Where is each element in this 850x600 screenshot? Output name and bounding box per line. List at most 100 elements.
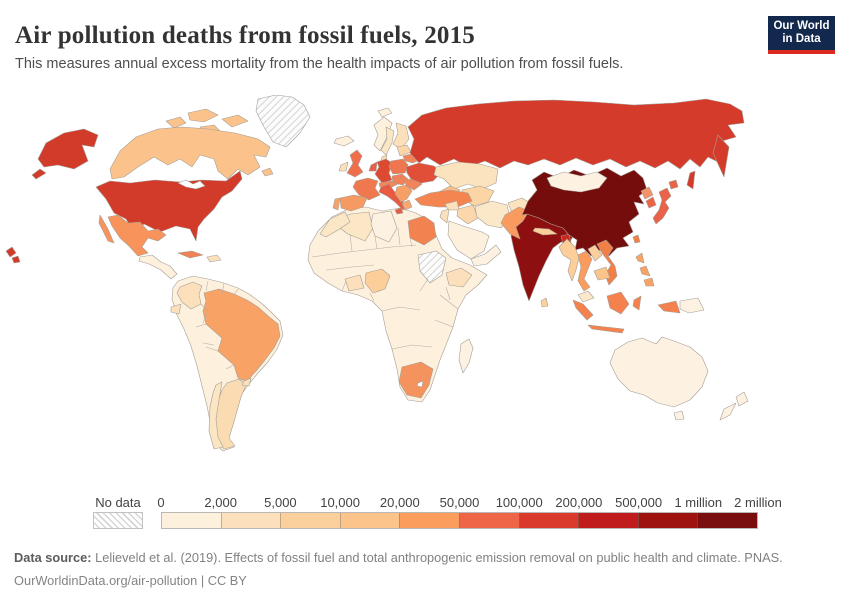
country-indonesia-papua[interactable] (657, 300, 681, 314)
country-indonesia-sulawesi[interactable] (632, 295, 642, 311)
country-ethiopia[interactable] (445, 267, 473, 288)
great-lakes (177, 179, 206, 190)
country-japan[interactable] (652, 187, 672, 225)
legend-bin[interactable] (399, 513, 459, 528)
country-russia[interactable] (407, 98, 745, 170)
country-canada-arctic-islands[interactable] (187, 108, 219, 123)
legend-bin[interactable] (458, 513, 519, 528)
country-portugal[interactable] (332, 197, 341, 211)
country-saudi-arabia[interactable] (447, 220, 490, 260)
country-libya[interactable] (370, 210, 398, 243)
legend-bin[interactable] (339, 513, 400, 528)
country-south-korea[interactable] (645, 196, 657, 209)
country-nepal[interactable] (532, 227, 558, 236)
country-south-africa[interactable] (398, 361, 434, 399)
country-north-korea[interactable] (640, 186, 654, 200)
country-indonesia-borneo[interactable] (606, 291, 630, 315)
country-mexico[interactable] (107, 214, 167, 257)
legend-tick-label: 0 (157, 495, 165, 510)
country-japan-hokkaido[interactable] (668, 179, 679, 190)
country-usa-hawaii[interactable] (11, 255, 21, 264)
country-greece[interactable] (401, 199, 413, 211)
country-south-sudan[interactable] (417, 250, 447, 284)
country-turkey[interactable] (414, 189, 473, 208)
country-italy-sicily[interactable] (394, 207, 404, 215)
country-canada-newfoundland[interactable] (261, 167, 274, 177)
legend-bin[interactable] (518, 513, 579, 528)
country-canada[interactable] (109, 126, 271, 180)
country-philippines[interactable] (635, 252, 645, 264)
country-papua-new-guinea[interactable] (679, 297, 705, 314)
country-canada-arctic-islands[interactable] (165, 116, 187, 129)
country-norway[interactable] (373, 116, 393, 152)
country-brazil[interactable] (202, 288, 281, 382)
legend-tick-label: 500,000 (615, 495, 663, 510)
country-ghana-cote-divoire[interactable] (344, 274, 365, 292)
country-morocco[interactable] (319, 211, 351, 238)
country-malaysia[interactable] (577, 290, 595, 303)
south-america-borders (195, 280, 245, 382)
country-france[interactable] (352, 177, 381, 201)
country-laos[interactable] (587, 244, 603, 262)
legend-bin[interactable] (220, 513, 281, 528)
country-svalbard[interactable] (377, 107, 393, 118)
country-new-zealand-south[interactable] (719, 402, 737, 421)
country-spain[interactable] (339, 194, 368, 212)
world-map-svg (5, 94, 749, 452)
country-chile[interactable] (208, 381, 224, 450)
country-russia-kamchatka[interactable] (712, 134, 730, 178)
country-usa-alaska[interactable] (37, 128, 99, 170)
country-russia-sakhalin[interactable] (686, 170, 696, 190)
country-sweden[interactable] (380, 126, 395, 156)
country-philippines[interactable] (639, 265, 651, 277)
legend-bin[interactable] (162, 513, 221, 528)
country-australia-tasmania[interactable] (673, 410, 685, 421)
country-ireland[interactable] (338, 161, 349, 172)
country-usa-aleutians[interactable] (31, 168, 47, 180)
country-ecuador[interactable] (170, 303, 182, 315)
country-philippines[interactable] (643, 277, 655, 287)
country-indonesia-sumatra[interactable] (572, 299, 594, 321)
country-cambodia[interactable] (593, 266, 611, 281)
country-iraq[interactable] (456, 204, 479, 225)
country-united-kingdom[interactable] (346, 149, 364, 178)
page-title: Air pollution deaths from fossil fuels, … (15, 22, 475, 49)
legend-bin[interactable] (578, 513, 638, 528)
legend-tick-label: 10,000 (320, 495, 360, 510)
country-kazakhstan[interactable] (433, 161, 499, 190)
country-myanmar[interactable] (558, 238, 580, 282)
country-iceland[interactable] (333, 135, 355, 147)
country-poland[interactable] (388, 158, 409, 175)
country-canada-arctic-islands[interactable] (221, 114, 249, 128)
country-madagascar[interactable] (458, 338, 474, 374)
country-yemen-oman[interactable] (470, 244, 502, 267)
legend-tick-label: 50,000 (439, 495, 480, 510)
country-mongolia[interactable] (546, 171, 608, 193)
country-benelux[interactable] (368, 161, 378, 172)
country-thailand[interactable] (577, 250, 593, 292)
legend-no-data-label: No data (95, 495, 141, 510)
country-taiwan[interactable] (632, 234, 641, 244)
legend-bin[interactable] (697, 513, 757, 528)
country-germany[interactable] (374, 158, 393, 184)
owid-logo-accent-bar (768, 50, 835, 54)
country-israel-jordan[interactable] (439, 208, 450, 224)
country-mexico-baja[interactable] (98, 214, 115, 244)
legend-no-data-swatch[interactable] (93, 512, 143, 529)
country-uruguay[interactable] (241, 377, 252, 387)
country-cuba[interactable] (177, 250, 204, 259)
owid-logo[interactable]: Our World in Data (768, 16, 835, 54)
legend-bin[interactable] (637, 513, 698, 528)
country-greenland[interactable] (255, 94, 311, 148)
country-indonesia-java[interactable] (587, 324, 625, 334)
country-nigeria[interactable] (364, 268, 391, 294)
country-hispaniola[interactable] (206, 254, 222, 263)
legend-bin[interactable] (280, 513, 340, 528)
country-usa-hawaii[interactable] (5, 246, 17, 258)
country-ukraine[interactable] (405, 162, 442, 184)
country-sri-lanka[interactable] (540, 297, 549, 308)
country-central-america[interactable] (138, 254, 178, 280)
country-new-zealand-north[interactable] (735, 391, 749, 407)
country-australia[interactable] (609, 336, 709, 408)
country-vietnam[interactable] (596, 239, 618, 286)
